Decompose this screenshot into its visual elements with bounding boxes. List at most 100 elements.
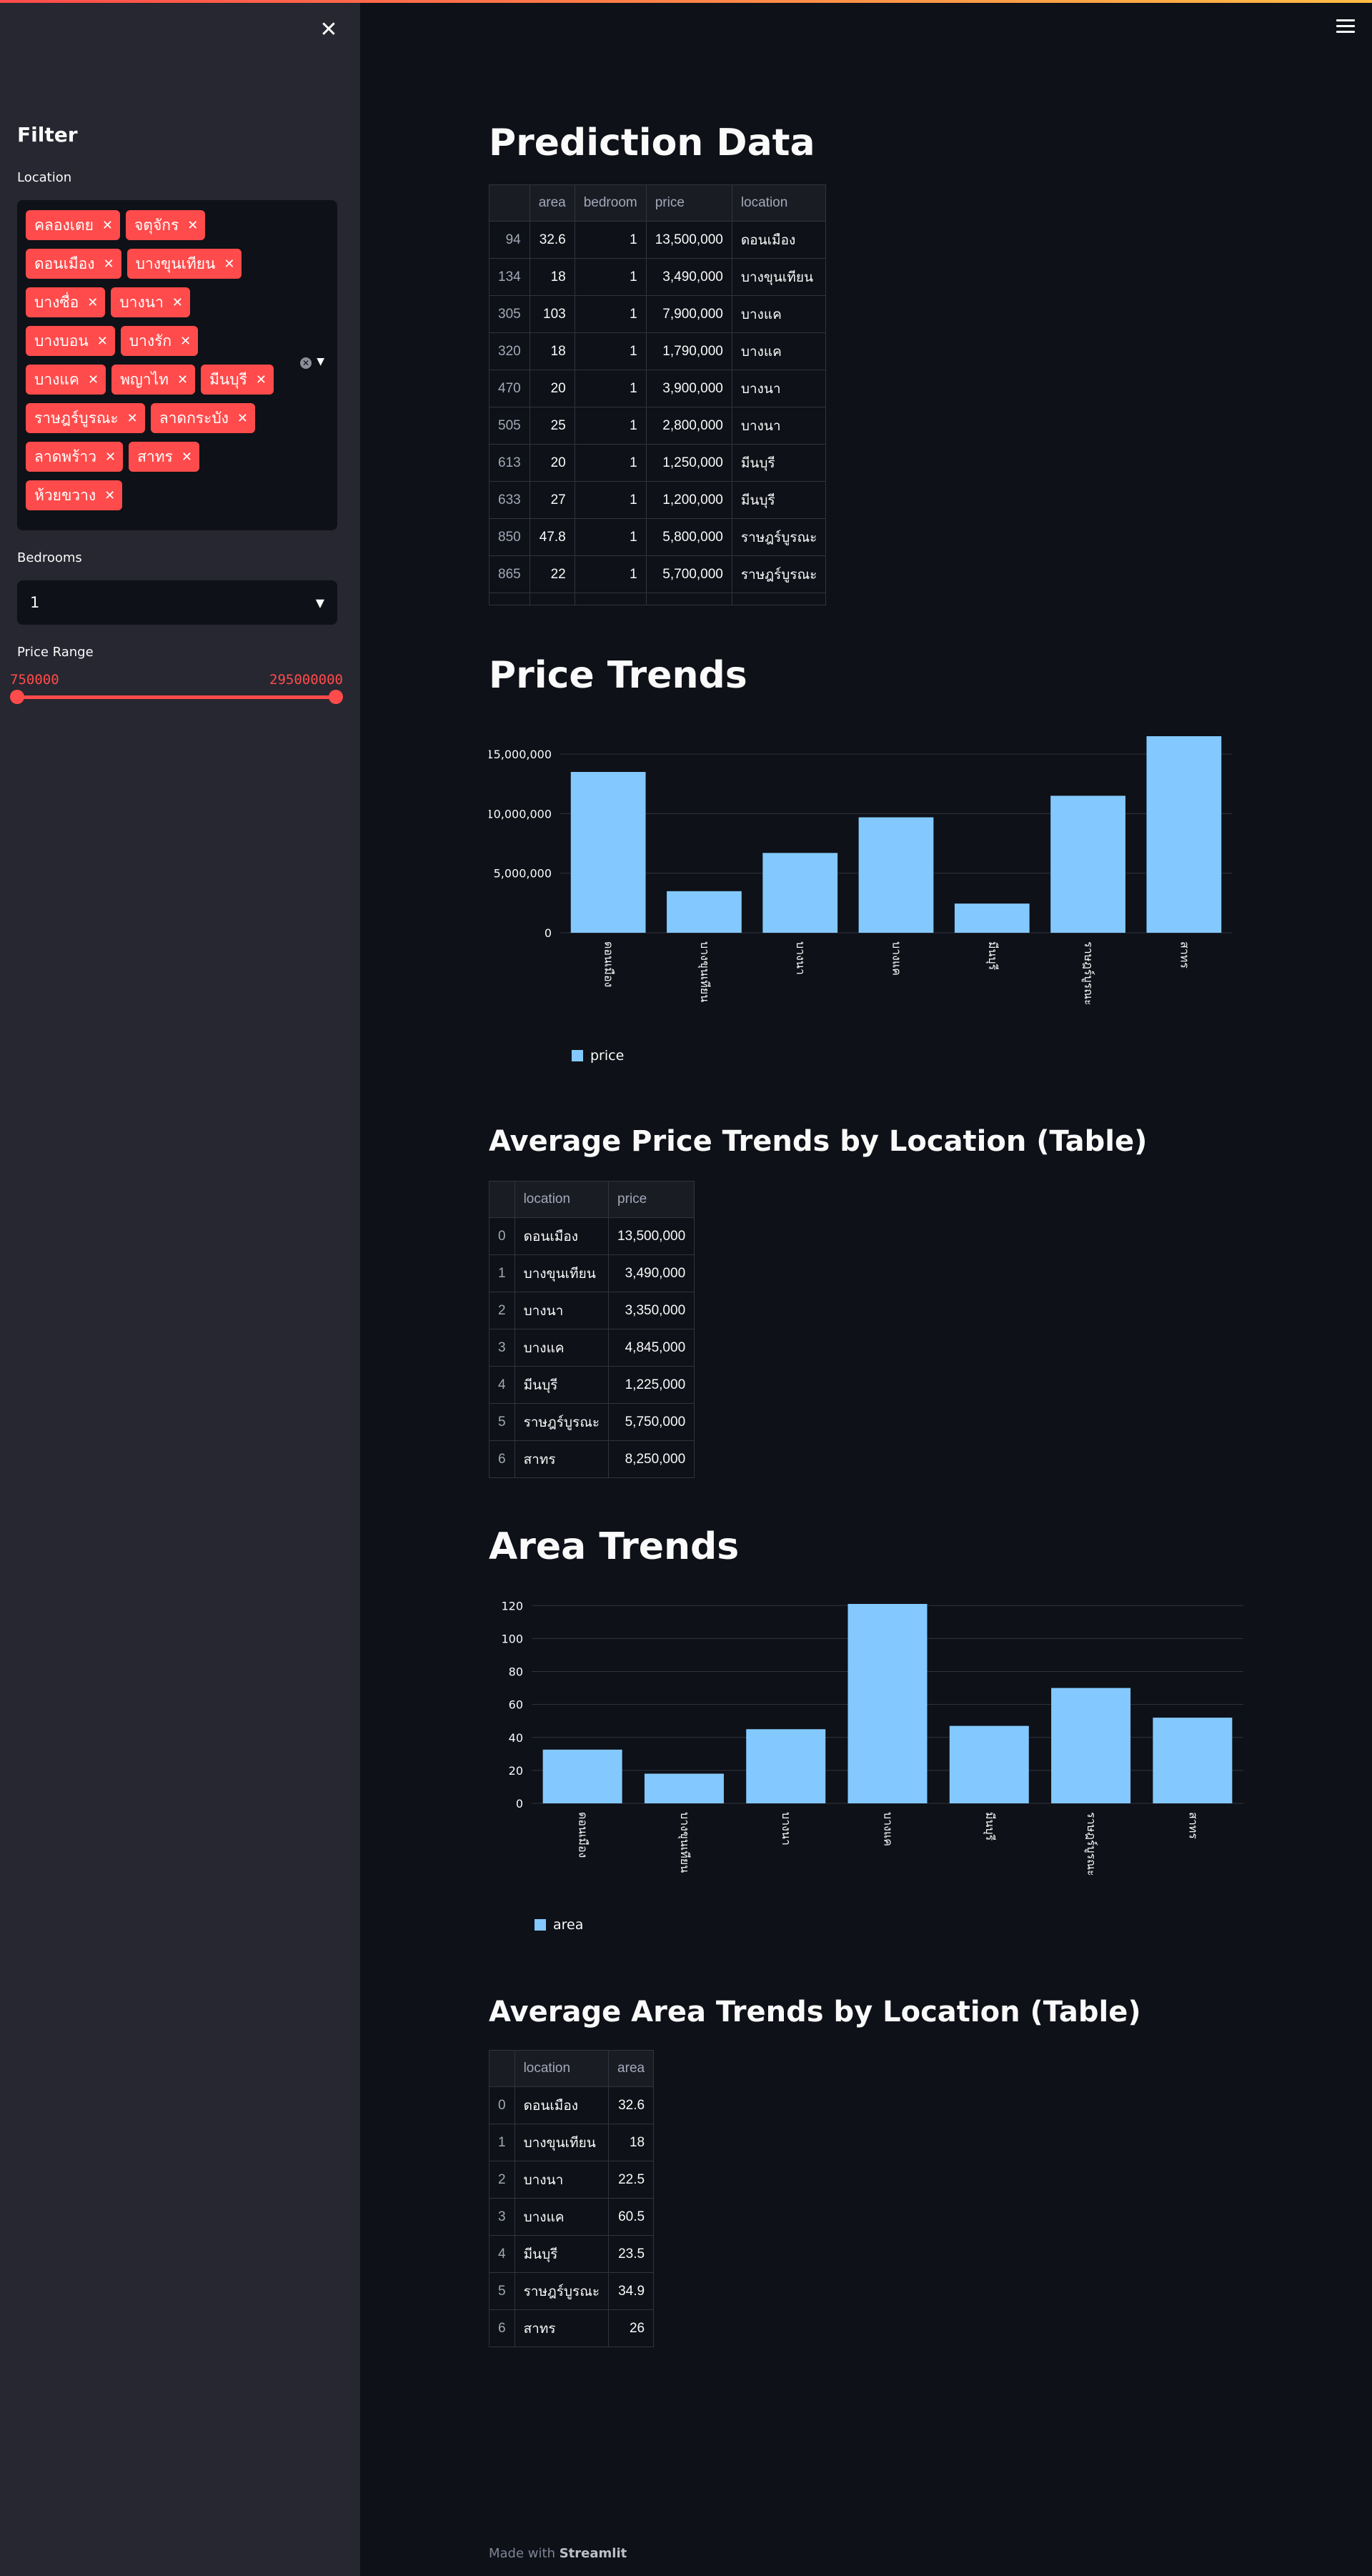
- table-cell[interactable]: 1: [574, 555, 647, 593]
- table-cell[interactable]: บางนา: [731, 407, 827, 445]
- table-cell[interactable]: ราษฎร์บูรณะ: [514, 2272, 610, 2310]
- table-cell[interactable]: 3,490,000: [608, 1254, 695, 1292]
- table-cell[interactable]: ดอนเมือง: [731, 221, 827, 259]
- location-chip[interactable]: มีนบุรี ✕: [201, 365, 274, 395]
- table-cell[interactable]: 22.5: [608, 2161, 655, 2199]
- row-index[interactable]: 4: [489, 1366, 515, 1404]
- row-index[interactable]: 5: [489, 2272, 515, 2310]
- table-cell[interactable]: 60.5: [608, 2198, 655, 2236]
- remove-chip-icon[interactable]: ✕: [172, 294, 183, 310]
- row-index[interactable]: 5: [489, 1403, 515, 1441]
- table-cell[interactable]: สาทร: [514, 1440, 610, 1478]
- table-cell[interactable]: 1: [574, 518, 647, 556]
- location-chip[interactable]: บางแค ✕: [26, 365, 106, 395]
- avg-price-table[interactable]: location price 0 ดอนเมือง 13,500,000 1 บางขุน…: [489, 1181, 695, 1478]
- table-cell[interactable]: บางนา: [514, 2161, 610, 2199]
- table-cell[interactable]: 32.6: [529, 221, 575, 259]
- location-chip[interactable]: บางบอน ✕: [26, 326, 115, 356]
- bedrooms-select[interactable]: 1 ▼: [17, 580, 337, 625]
- table-cell[interactable]: บางแค: [731, 295, 827, 333]
- footer-brand-link[interactable]: Streamlit: [559, 2546, 627, 2561]
- row-index[interactable]: 0: [489, 1217, 515, 1255]
- close-sidebar-icon[interactable]: ✕: [319, 17, 338, 42]
- table-cell[interactable]: 18: [608, 2124, 655, 2161]
- remove-chip-icon[interactable]: ✕: [237, 410, 249, 426]
- column-header[interactable]: location: [731, 184, 827, 222]
- table-cell[interactable]: 26: [608, 2309, 655, 2347]
- prediction-table[interactable]: area bedroom price location 94 32.6 1 13,500,0…: [489, 184, 827, 605]
- table-cell[interactable]: มีนบุรี: [514, 1366, 610, 1404]
- table-cell[interactable]: 20: [529, 444, 575, 482]
- table-cell[interactable]: 13,500,000: [645, 221, 732, 259]
- table-cell[interactable]: 4,845,000: [608, 1329, 695, 1367]
- table-cell[interactable]: 1: [574, 295, 647, 333]
- row-index[interactable]: 2: [489, 2161, 515, 2199]
- column-header[interactable]: location: [514, 2050, 610, 2087]
- location-chip[interactable]: ห้วยขวาง ✕: [26, 480, 123, 510]
- table-cell[interactable]: 34.9: [608, 2272, 655, 2310]
- row-index[interactable]: 613: [489, 444, 530, 482]
- avg-area-table[interactable]: location area 0 ดอนเมือง 32.6 1 บางขุนเทียน 18…: [489, 2050, 655, 2347]
- price-max-handle[interactable]: [329, 690, 343, 704]
- table-cell[interactable]: 25: [529, 407, 575, 445]
- table-cell[interactable]: 1,225,000: [608, 1366, 695, 1404]
- column-header[interactable]: [489, 1181, 515, 1218]
- remove-chip-icon[interactable]: ✕: [87, 372, 99, 387]
- clear-all-icon[interactable]: ✕: [300, 357, 312, 369]
- table-cell[interactable]: ราษฎร์บูรณะ: [731, 555, 827, 593]
- table-cell[interactable]: มีนบุรี: [731, 481, 827, 519]
- location-chip[interactable]: ราษฎร์บูรณะ ✕: [26, 403, 145, 433]
- column-header[interactable]: area: [608, 2050, 655, 2087]
- row-index[interactable]: 1: [489, 2124, 515, 2161]
- location-chip[interactable]: บางซื่อ ✕: [26, 287, 106, 317]
- table-cell[interactable]: 1: [574, 444, 647, 482]
- table-cell[interactable]: มีนบุรี: [731, 444, 827, 482]
- price-min-handle[interactable]: [10, 690, 24, 704]
- location-chip[interactable]: บางนา ✕: [111, 287, 190, 317]
- location-chip[interactable]: คลองเตย ✕: [26, 210, 120, 240]
- row-index[interactable]: 1: [489, 1254, 515, 1292]
- table-cell[interactable]: ราษฎร์บูรณะ: [731, 518, 827, 556]
- remove-chip-icon[interactable]: ✕: [180, 333, 192, 349]
- column-header[interactable]: [489, 2050, 515, 2087]
- table-cell[interactable]: บางนา: [731, 370, 827, 407]
- row-index[interactable]: 320: [489, 332, 530, 370]
- remove-chip-icon[interactable]: ✕: [101, 217, 113, 233]
- table-cell[interactable]: บางขุนเทียน: [731, 258, 827, 296]
- table-cell[interactable]: บางแค: [514, 2198, 610, 2236]
- row-index[interactable]: 6: [489, 2309, 515, 2347]
- table-cell[interactable]: 1,790,000: [645, 332, 732, 370]
- location-chip[interactable]: บางขุนเทียน ✕: [126, 249, 242, 279]
- table-cell[interactable]: 1: [574, 407, 647, 445]
- table-cell[interactable]: บางขุนเทียน: [514, 2124, 610, 2161]
- table-cell[interactable]: 22: [529, 555, 575, 593]
- row-index[interactable]: 865: [489, 555, 530, 593]
- row-index[interactable]: 4: [489, 2235, 515, 2273]
- column-header[interactable]: [489, 184, 530, 222]
- remove-chip-icon[interactable]: ✕: [126, 410, 138, 426]
- row-index[interactable]: 134: [489, 258, 530, 296]
- table-cell[interactable]: บางขุนเทียน: [514, 1254, 610, 1292]
- table-cell[interactable]: 3,490,000: [645, 258, 732, 296]
- location-chip[interactable]: จตุจักร ✕: [126, 210, 206, 240]
- table-cell[interactable]: 1: [574, 481, 647, 519]
- remove-chip-icon[interactable]: ✕: [255, 372, 267, 387]
- row-index[interactable]: 3: [489, 2198, 515, 2236]
- table-cell[interactable]: 1: [574, 258, 647, 296]
- row-index[interactable]: 470: [489, 370, 530, 407]
- column-header[interactable]: location: [514, 1181, 610, 1218]
- table-cell[interactable]: 1: [574, 332, 647, 370]
- remove-chip-icon[interactable]: ✕: [87, 294, 99, 310]
- location-chip[interactable]: ลาดกระบัง ✕: [150, 403, 256, 433]
- table-cell[interactable]: ดอนเมือง: [514, 2086, 610, 2124]
- column-header[interactable]: bedroom: [574, 184, 647, 222]
- row-index[interactable]: 633: [489, 481, 530, 519]
- row-index[interactable]: 2: [489, 1292, 515, 1329]
- table-cell[interactable]: 3,900,000: [645, 370, 732, 407]
- row-index[interactable]: 6: [489, 1440, 515, 1478]
- table-cell[interactable]: มีนบุรี: [514, 2235, 610, 2273]
- row-index[interactable]: 850: [489, 518, 530, 556]
- remove-chip-icon[interactable]: ✕: [103, 256, 114, 272]
- table-cell[interactable]: 2,800,000: [645, 407, 732, 445]
- column-header[interactable]: price: [645, 184, 732, 222]
